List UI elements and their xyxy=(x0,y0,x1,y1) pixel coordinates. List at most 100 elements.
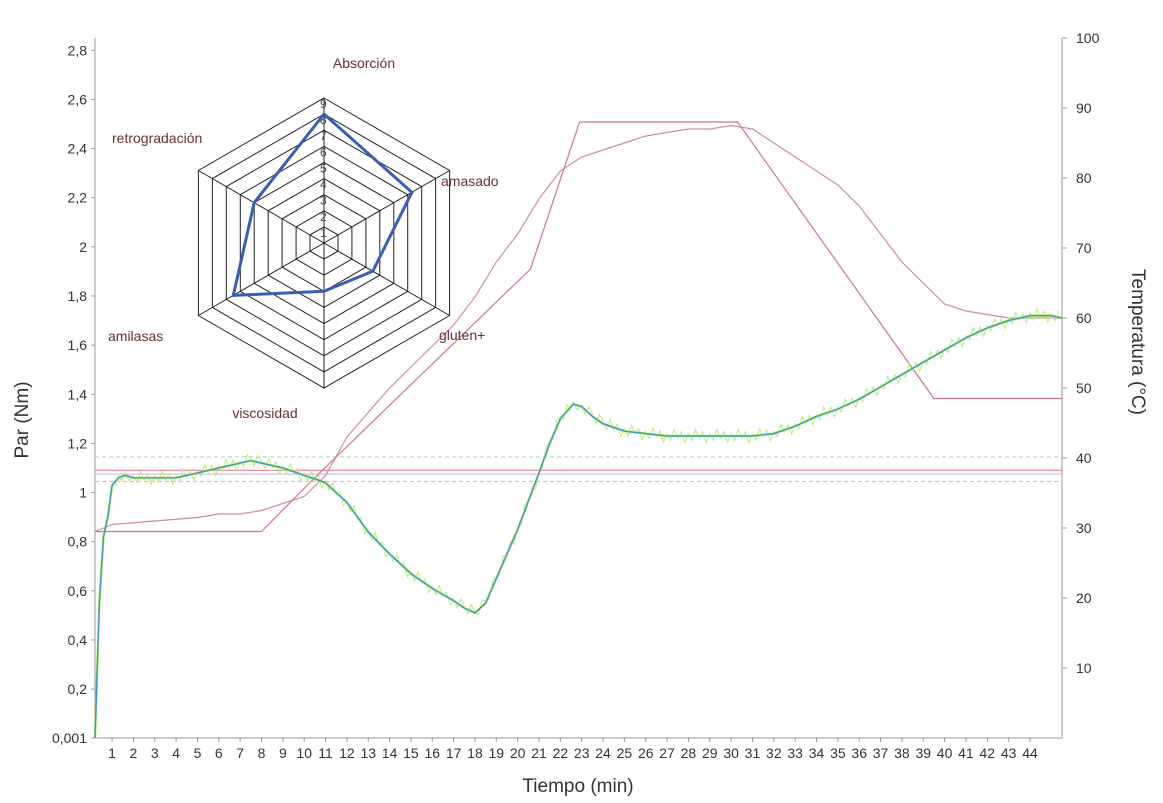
y-right-tick-label: 30 xyxy=(1076,520,1092,536)
y-right-tick-label: 20 xyxy=(1076,590,1092,606)
x-tick-label: 26 xyxy=(638,745,654,761)
radar-values xyxy=(231,111,414,297)
x-tick-label: 36 xyxy=(851,745,867,761)
y-right-tick-label: 80 xyxy=(1076,170,1092,186)
x-tick-label: 41 xyxy=(958,745,974,761)
x-tick-label: 21 xyxy=(531,745,547,761)
plot-area xyxy=(94,38,1063,739)
radar-axis-label: retrogradación xyxy=(112,130,202,146)
radar-scale-label: 7 xyxy=(320,129,327,143)
y-left-tick-label: 2,4 xyxy=(68,141,88,157)
x-tick-label: 39 xyxy=(915,745,931,761)
radar-axis-label: amilasas xyxy=(108,328,163,344)
radar-axis-label: gluten+ xyxy=(439,327,485,343)
x-tick-label: 32 xyxy=(766,745,782,761)
x-tick-label: 17 xyxy=(446,745,462,761)
x-tick-label: 6 xyxy=(215,745,223,761)
radar-spoke xyxy=(198,242,325,316)
radar-scale-label: 8 xyxy=(320,113,327,127)
x-axis: 1 2 3 4 5 6 7 8 9 10 11 12 13 14 15 16 17 18 19 20 21 22 23 24 2… xyxy=(108,738,1038,761)
series-noise xyxy=(94,307,1059,739)
x-tick-label: 12 xyxy=(339,745,355,761)
x-tick-label: 1 xyxy=(108,745,116,761)
y-right-tick-label: 40 xyxy=(1076,450,1092,466)
y-left-tick-label: 1,2 xyxy=(68,435,88,451)
y-right-tick-label: 100 xyxy=(1076,30,1100,46)
x-tick-label: 3 xyxy=(151,745,159,761)
y-left-tick-label: 2 xyxy=(79,239,87,255)
y-right-tick-label: 10 xyxy=(1076,660,1092,676)
x-tick-label: 19 xyxy=(489,745,505,761)
y-left-tick-label: 0,6 xyxy=(68,583,88,599)
y-left-tick-label: 1,8 xyxy=(68,288,88,304)
x-tick-label: 4 xyxy=(172,745,180,761)
y-left-tick-label: 1,4 xyxy=(68,386,88,402)
x-tick-label: 20 xyxy=(510,745,526,761)
x-tick-label: 34 xyxy=(809,745,825,761)
y-left-tick-label: 0,8 xyxy=(68,534,88,550)
x-tick-label: 40 xyxy=(937,745,953,761)
radar-axis-label: Absorción xyxy=(333,55,395,71)
x-tick-label: 13 xyxy=(360,745,376,761)
x-tick-label: 5 xyxy=(194,745,202,761)
y-left-tick-label: 0,2 xyxy=(68,681,88,697)
series-mean xyxy=(94,315,1063,739)
series-line-2 xyxy=(94,124,1062,533)
x-tick-label: 30 xyxy=(723,745,739,761)
y-axis-left: 0,001 0,2 0,4 0,6 0,8 1 1,2 1,4 1,6 1,8 2 2,2 2,4 2,6… xyxy=(52,42,95,746)
x-tick-label: 27 xyxy=(659,745,675,761)
radar-scale-label: 5 xyxy=(320,161,327,175)
y-left-tick-label: 2,6 xyxy=(68,91,88,107)
x-tick-label: 18 xyxy=(467,745,483,761)
x-tick-label: 16 xyxy=(424,745,440,761)
x-tick-label: 24 xyxy=(595,745,611,761)
x-tick-label: 9 xyxy=(279,745,287,761)
y-right-tick-label: 60 xyxy=(1076,310,1092,326)
radar-scale-label: 1 xyxy=(320,226,327,240)
x-tick-label: 25 xyxy=(617,745,633,761)
y-right-tick-label: 50 xyxy=(1076,380,1092,396)
y-axis-left-label: Par (Nm) xyxy=(12,381,33,458)
x-tick-label: 28 xyxy=(681,745,697,761)
x-tick-label: 11 xyxy=(318,745,333,761)
x-axis-label: Tiempo (min) xyxy=(522,776,633,797)
series-line-1 xyxy=(95,121,1062,533)
y-left-tick-label: 0,001 xyxy=(52,730,87,746)
x-tick-label: 35 xyxy=(830,745,846,761)
radar-chart: 1 2 3 4 5 6 7 8 9 Absorción amasado gluten+ viscosid… xyxy=(108,55,499,421)
series-layer xyxy=(93,121,1063,739)
radar-axis-label: amasado xyxy=(441,173,499,189)
x-tick-label: 44 xyxy=(1022,745,1038,761)
x-tick-label: 29 xyxy=(702,745,718,761)
x-tick-label: 14 xyxy=(382,745,398,761)
x-tick-label: 37 xyxy=(873,745,889,761)
x-tick-label: 42 xyxy=(979,745,995,761)
y-left-tick-label: 0,4 xyxy=(68,632,88,648)
x-tick-label: 15 xyxy=(403,745,419,761)
y-left-tick-label: 2,2 xyxy=(68,190,88,206)
x-tick-label: 31 xyxy=(745,745,761,761)
radar-axis-label: viscosidad xyxy=(232,405,297,421)
radar-scale-label: 4 xyxy=(320,178,327,192)
x-tick-label: 23 xyxy=(574,745,590,761)
y-left-tick-label: 2,8 xyxy=(68,42,88,58)
x-tick-label: 10 xyxy=(296,745,312,761)
radar-scale-label: 9 xyxy=(320,97,327,111)
x-tick-label: 7 xyxy=(236,745,244,761)
radar-spoke xyxy=(198,170,325,244)
radar-scale-label: 3 xyxy=(320,194,327,208)
radar-scale-label: 6 xyxy=(320,145,327,159)
x-tick-label: 43 xyxy=(1001,745,1017,761)
radar-spoke xyxy=(323,242,450,316)
y-right-tick-label: 70 xyxy=(1076,240,1092,256)
y-axis-right-label: Temperatura (°C) xyxy=(1127,269,1148,415)
y-left-tick-label: 1,6 xyxy=(68,337,88,353)
x-tick-label: 33 xyxy=(787,745,803,761)
y-axis-right: 10 20 30 40 50 60 70 80 90 100 xyxy=(1062,30,1100,676)
radar-scale-label: 2 xyxy=(320,210,327,224)
y-right-tick-label: 90 xyxy=(1076,100,1092,116)
x-tick-label: 8 xyxy=(258,745,266,761)
radar-spoke xyxy=(323,170,450,244)
x-tick-label: 2 xyxy=(130,745,138,761)
